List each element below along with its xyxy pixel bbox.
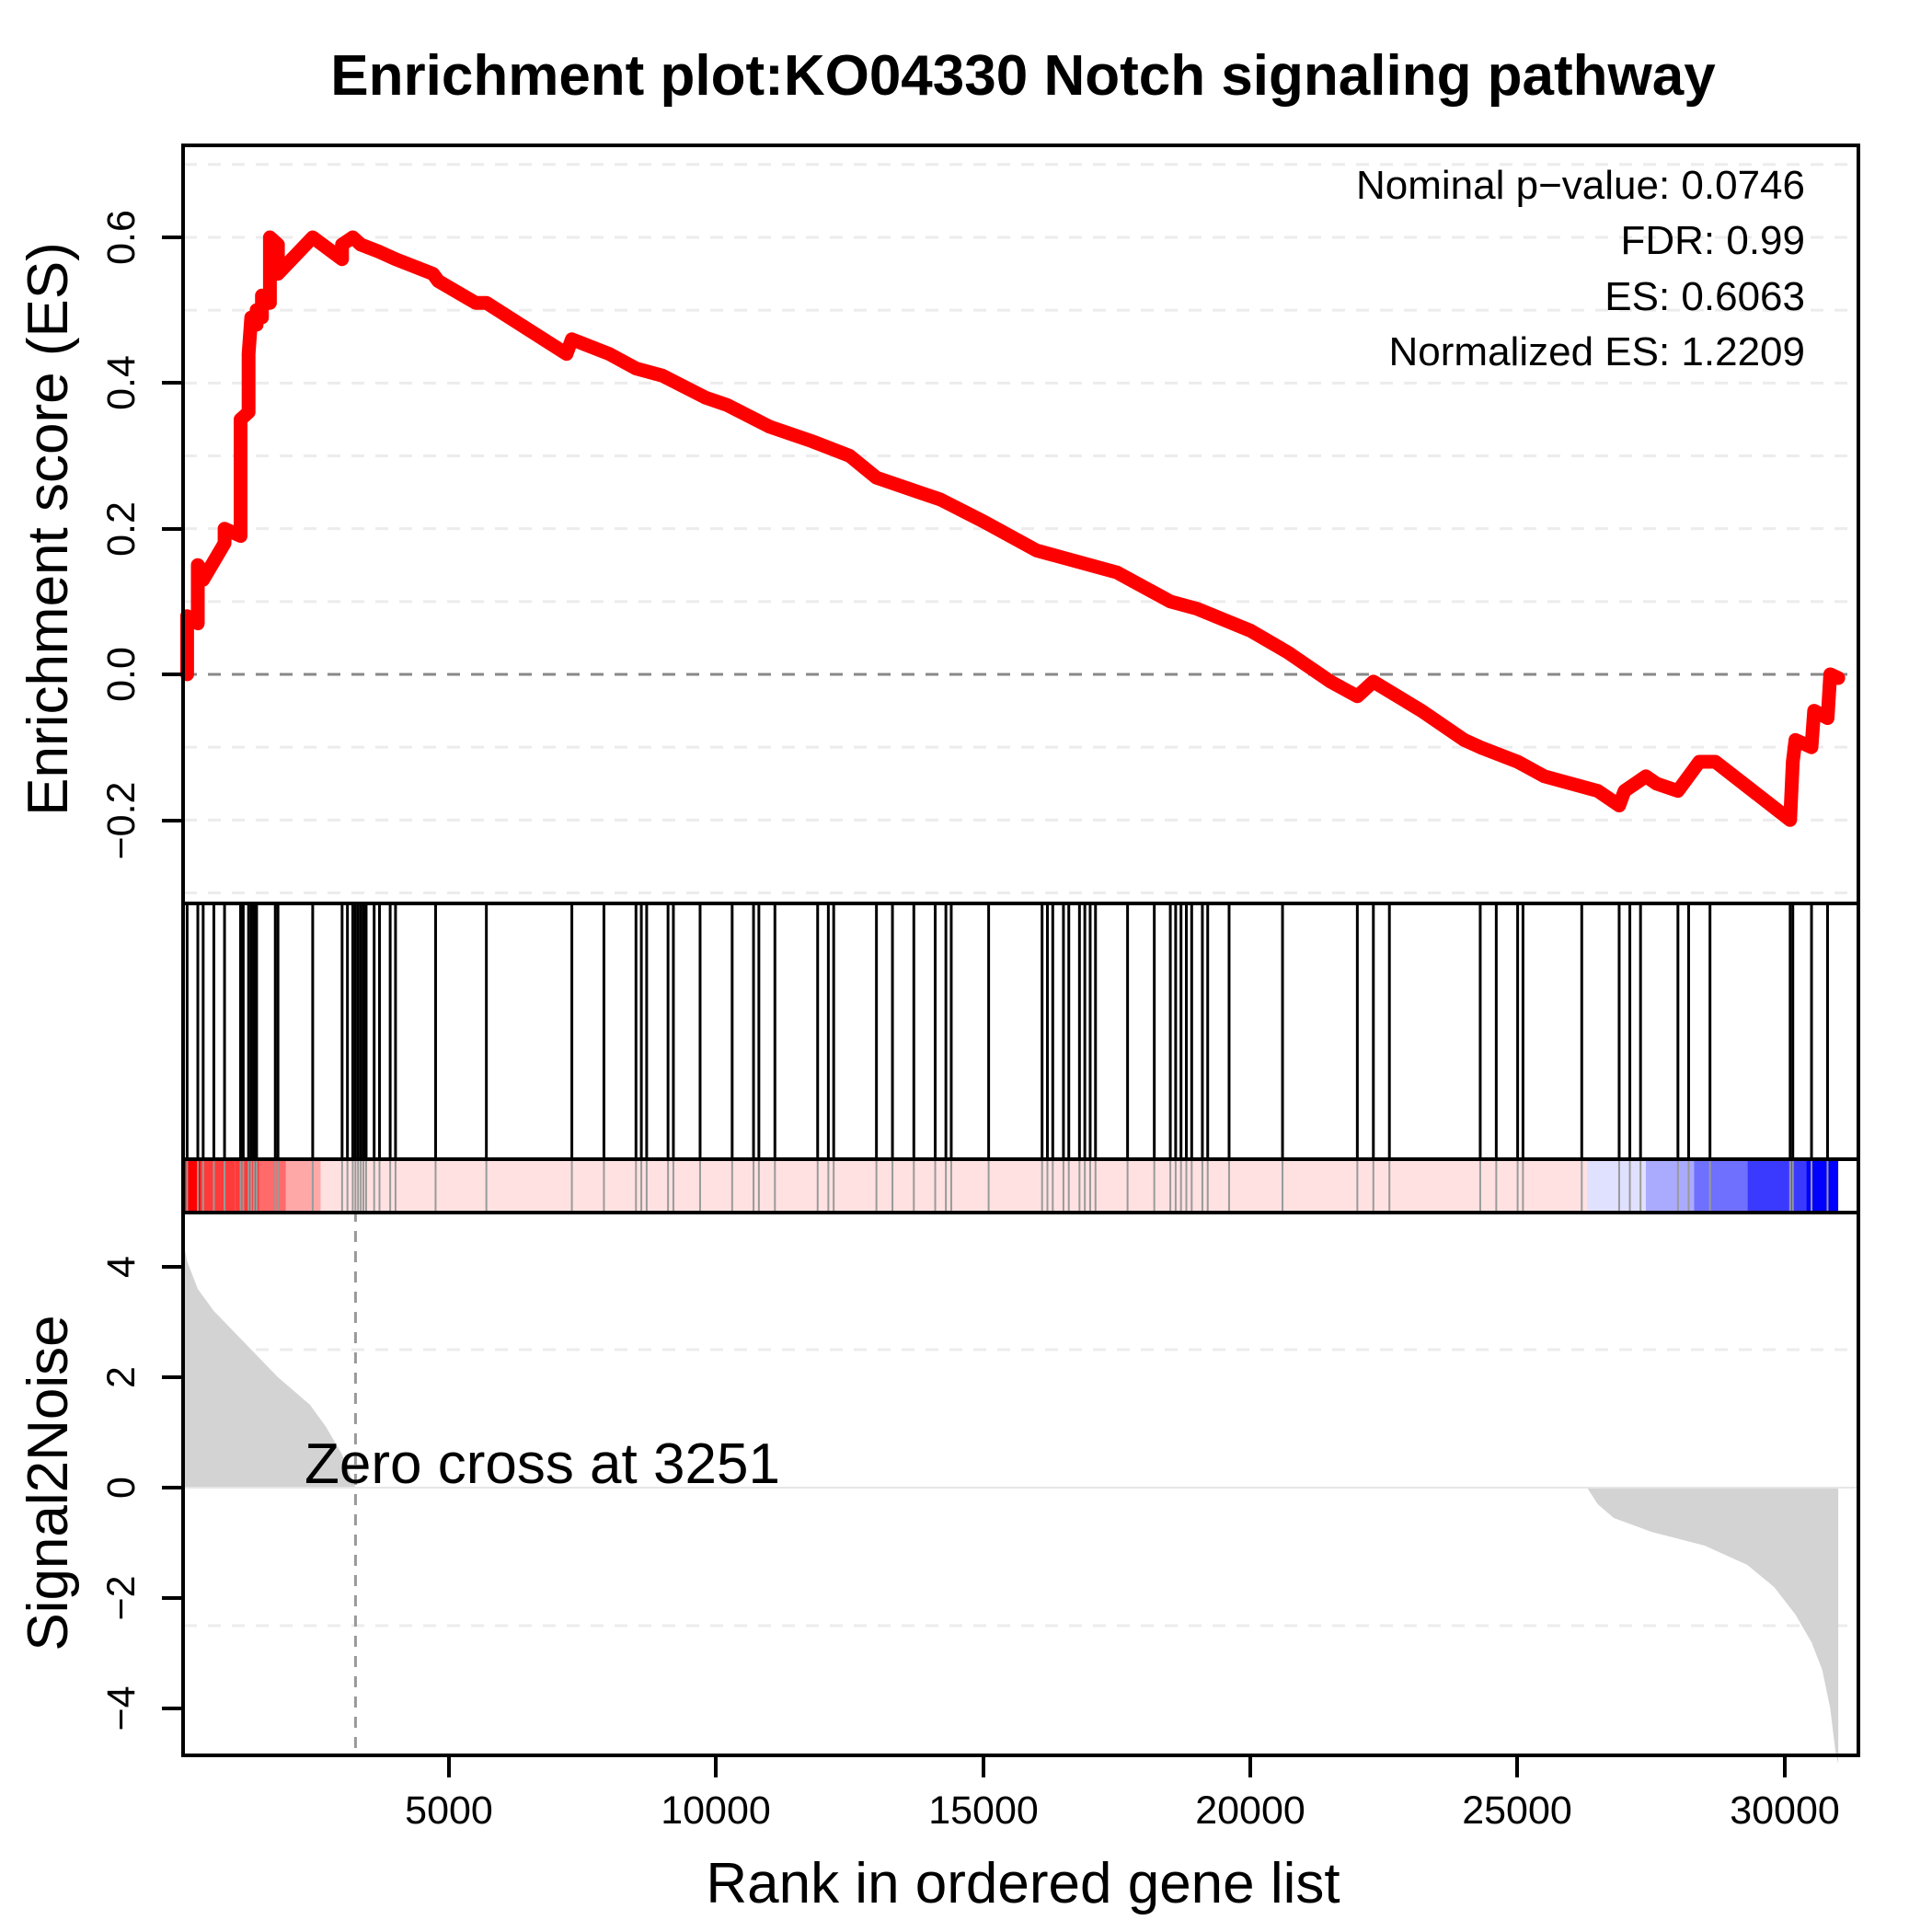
signal2noise-panel: Zero cross at 3251 4 2 0 −2 −4 Signal2No… <box>17 1211 1857 1764</box>
s2n-tick-label: −2 <box>99 1575 144 1620</box>
x-tick-label: 20000 <box>1195 1788 1305 1833</box>
stat-normalized-es: Normalized ES: 1.2209 <box>1389 329 1805 374</box>
x-tick-label: 30000 <box>1730 1788 1840 1833</box>
heatmap-segment <box>1694 1161 1748 1211</box>
heatmap-segment <box>1587 1161 1646 1211</box>
hit-markers <box>185 905 1829 1157</box>
s2n-gridlines <box>184 1348 1857 1627</box>
s2n-tick-label: 4 <box>99 1256 144 1278</box>
heatmap-segment <box>1747 1161 1807 1211</box>
x-axis <box>447 1755 1787 1777</box>
es-tick-label: 0.6 <box>99 210 144 265</box>
es-tick-label: 0.0 <box>99 647 144 702</box>
s2n-tick-label: −4 <box>99 1685 144 1731</box>
es-panel: Nominal p−value: 0.0746 FDR: 0.99 ES: 0.… <box>17 163 1857 895</box>
heatmap-segment <box>259 1161 286 1211</box>
s2n-tick-label: 2 <box>99 1366 144 1388</box>
heatmap-hit-markers <box>186 1161 1829 1211</box>
stat-fdr: FDR: 0.99 <box>1620 218 1805 263</box>
x-axis-label: Rank in ordered gene list <box>706 1852 1340 1915</box>
es-curve <box>179 230 1846 827</box>
plot-frame <box>181 144 1860 1757</box>
ranked-metric-heatmap <box>181 1161 1839 1211</box>
s2n-area <box>181 1234 1839 1764</box>
zero-cross-annotation: Zero cross at 3251 <box>305 1432 780 1496</box>
x-tick-label: 25000 <box>1462 1788 1572 1833</box>
heatmap-segment <box>1645 1161 1695 1211</box>
es-tick-label: 0.2 <box>99 501 144 557</box>
stat-nominal-pvalue: Nominal p−value: 0.0746 <box>1356 163 1805 208</box>
s2n-tick-label: 0 <box>99 1477 144 1499</box>
heatmap-segment <box>235 1161 259 1211</box>
es-tick-label: −0.2 <box>99 782 144 860</box>
heatmap-segment <box>320 1161 1588 1211</box>
x-tick-label: 15000 <box>928 1788 1039 1833</box>
s2n-y-axis-label: Signal2Noise <box>17 1315 80 1650</box>
heatmap-segment <box>200 1161 236 1211</box>
heatmap-segment <box>285 1161 321 1211</box>
es-y-axis-label: Enrichment score (ES) <box>17 242 80 816</box>
x-tick-label: 10000 <box>661 1788 771 1833</box>
es-tick-label: 0.4 <box>99 355 144 410</box>
chart-title: Enrichment plot:KO04330 Notch signaling … <box>330 44 1716 108</box>
stat-es: ES: 0.6063 <box>1604 274 1805 319</box>
s2n-y-axis <box>162 1265 184 1710</box>
x-tick-label: 5000 <box>405 1788 493 1833</box>
es-gridlines <box>184 163 1857 895</box>
es-y-axis <box>162 236 184 822</box>
